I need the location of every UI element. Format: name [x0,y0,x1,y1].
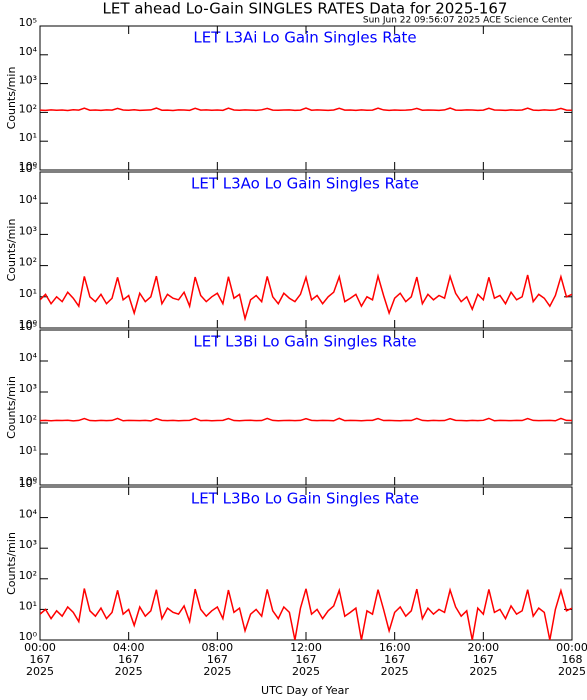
y-tick-label: 10³ [19,538,37,551]
x-tick-label: 16:00 [379,641,411,654]
y-tick-label: 10⁵ [19,162,37,175]
x-tick-label: 2025 [115,665,143,678]
x-tick-label: 2025 [292,665,320,678]
y-axis-title: Counts/min [5,67,18,130]
x-tick-label: 168 [562,653,583,666]
y-tick-label: 10⁵ [19,320,37,333]
x-tick-label: 00:00 [24,641,56,654]
x-tick-label: 167 [384,653,405,666]
x-tick-label: 167 [296,653,317,666]
data-line [40,417,572,422]
y-tick-label: 10⁴ [19,508,38,521]
chart-title: LET ahead Lo-Gain SINGLES RATES Data for… [103,0,508,18]
x-tick-label: 2025 [558,665,586,678]
y-tick-label: 10² [19,569,37,582]
y-tick-label: 10³ [19,224,37,237]
panel-title: LET L3Ai Lo Gain Singles Rate [193,29,416,47]
y-axis-title: Counts/min [5,376,18,439]
x-tick-label: 00:00 [556,641,587,654]
y-tick-label: 10³ [19,382,37,395]
panel-title: LET L3Ao Lo Gain Singles Rate [191,175,419,193]
x-tick-label: 2025 [203,665,231,678]
y-tick-label: 10⁵ [19,477,37,490]
y-tick-label: 10³ [19,74,37,87]
x-axis-title: UTC Day of Year [261,684,349,697]
x-tick-label: 12:00 [290,641,322,654]
panel-title: LET L3Bo Lo Gain Singles Rate [191,490,419,508]
x-tick-label: 2025 [469,665,497,678]
plot-frame [39,171,573,329]
y-tick-label: 10⁴ [19,45,38,58]
y-tick-label: 10² [19,413,37,426]
y-tick-label: 10⁰ [19,630,38,643]
data-line [40,587,572,640]
plot-frame [39,329,573,486]
y-tick-label: 10⁴ [19,193,38,206]
y-tick-label: 10¹ [19,131,37,144]
y-tick-label: 10⁰ [19,475,38,488]
y-tick-label: 10⁰ [19,160,38,173]
x-tick-label: 167 [118,653,139,666]
x-tick-label: 20:00 [467,641,499,654]
y-tick-label: 10⁵ [19,16,37,29]
y-tick-label: 10² [19,102,37,115]
y-tick-label: 10¹ [19,444,37,457]
x-tick-label: 167 [30,653,51,666]
data-line [40,273,572,322]
y-tick-label: 10⁴ [19,351,38,364]
data-line [40,107,572,112]
chart-subtitle: Sun Jun 22 09:56:07 2025 ACE Science Cen… [363,16,572,26]
y-tick-label: 10¹ [19,287,37,300]
plot-frame [39,25,573,171]
panel-title: LET L3Bi Lo Gain Singles Rate [193,333,416,351]
plot-frame [39,486,573,641]
y-tick-label: 10⁰ [19,318,38,331]
y-tick-label: 10¹ [19,599,37,612]
x-tick-label: 2025 [381,665,409,678]
y-axis-title: Counts/min [5,219,18,282]
x-tick-label: 167 [473,653,494,666]
x-tick-label: 08:00 [201,641,233,654]
x-tick-label: 2025 [26,665,54,678]
x-tick-label: 04:00 [113,641,145,654]
y-axis-title: Counts/min [5,532,18,595]
y-tick-label: 10² [19,256,37,269]
x-tick-label: 167 [207,653,228,666]
